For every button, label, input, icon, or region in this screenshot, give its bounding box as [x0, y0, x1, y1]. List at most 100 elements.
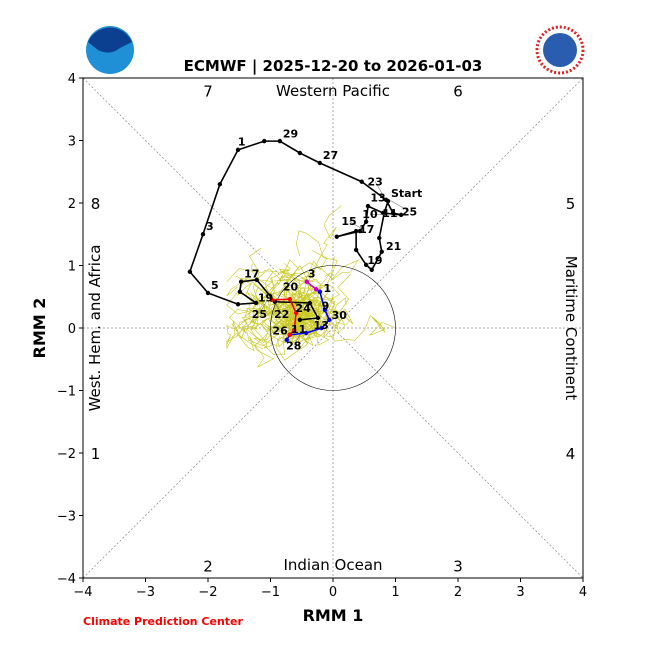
observed-point — [200, 232, 206, 237]
observed-point — [363, 219, 369, 224]
forecast-late-point — [319, 325, 324, 331]
point-label: 1 — [324, 282, 332, 295]
point-label: 26 — [272, 324, 288, 337]
y-tick-label: −3 — [57, 510, 76, 525]
point-label: 13 — [313, 319, 328, 332]
ensemble-member-line — [226, 288, 296, 334]
forecast-late-point — [317, 289, 323, 294]
y-tick-label: −4 — [57, 572, 76, 587]
observed-point — [353, 247, 359, 253]
phase-label: 2 — [203, 558, 213, 576]
y-tick-label: −2 — [57, 447, 76, 462]
observed-point — [363, 262, 369, 268]
label-leader-line — [273, 299, 282, 314]
observed-point — [369, 267, 374, 273]
observed-point — [254, 277, 259, 283]
observed-point — [253, 300, 259, 306]
observed-point — [297, 317, 303, 323]
region-right: Maritime Continent — [562, 256, 580, 401]
phase-label: 4 — [566, 445, 576, 463]
point-label: 20 — [283, 281, 299, 294]
ensemble-member-line — [271, 276, 328, 323]
observed-point — [365, 203, 371, 209]
point-label: 25 — [402, 205, 417, 218]
footer-credit: Climate Prediction Center — [83, 615, 243, 628]
observed-point — [385, 198, 391, 204]
observed-point — [315, 315, 321, 321]
ensemble-member-line — [226, 318, 299, 349]
point-label: 3 — [206, 220, 214, 233]
point-label: 27 — [323, 149, 338, 162]
y-tick-label: 3 — [68, 135, 76, 150]
forecast-early-point — [313, 287, 319, 292]
ensemble-member-line — [269, 265, 312, 331]
label-leader-line — [293, 331, 302, 346]
x-tick-label: −2 — [198, 585, 217, 600]
observed-point — [353, 228, 359, 234]
phase-label: 6 — [453, 83, 463, 101]
forecast-early-point — [304, 279, 309, 284]
ensemble-member-line — [295, 284, 340, 327]
observed-point — [262, 138, 267, 144]
label-leader-line — [390, 200, 410, 212]
point-label: 17 — [244, 268, 259, 281]
point-label: 15 — [341, 215, 356, 228]
observed-point — [377, 235, 382, 241]
y-tick-label: 2 — [68, 197, 76, 212]
observed-point — [297, 150, 303, 156]
observed-point — [187, 269, 193, 274]
label-leader-line — [374, 181, 387, 201]
observed-point — [379, 249, 384, 254]
point-label: 29 — [283, 128, 298, 141]
forecast-late-point — [284, 337, 289, 343]
point-label: 25 — [252, 308, 267, 321]
label-leaders — [259, 181, 410, 346]
point-label: 22 — [274, 308, 289, 321]
observed-point — [357, 228, 363, 234]
phase-label: 3 — [453, 558, 463, 576]
label-leader-line — [259, 299, 268, 314]
observed-point — [235, 147, 241, 153]
forecast-mean-point — [269, 297, 274, 303]
forecast-mean-point — [292, 327, 297, 333]
observed-point — [390, 210, 396, 216]
observed-point — [317, 160, 323, 166]
observed-point — [235, 302, 241, 307]
label-leader-line — [289, 299, 304, 309]
observed-point — [334, 234, 339, 239]
forecast-mean-point — [293, 310, 299, 316]
point-label: 28 — [286, 340, 301, 353]
point-label: 1 — [238, 136, 246, 149]
point-label: 3 — [308, 268, 316, 281]
y-tick-label: 1 — [68, 260, 76, 275]
region-left: West. Hem. and Africa — [86, 245, 104, 412]
observed-point — [307, 300, 313, 306]
point-label: Start — [391, 187, 422, 200]
chart-title: ECMWF | 2025-12-20 to 2026-01-03 — [184, 57, 483, 76]
label-leader-line — [348, 221, 364, 230]
observed-point — [238, 279, 244, 284]
x-tick-label: −3 — [136, 585, 155, 600]
point-label: 17 — [359, 223, 374, 236]
point-label: 10 — [362, 208, 378, 221]
y-tick-label: 4 — [68, 72, 76, 87]
forecast-late-point — [327, 317, 332, 323]
forecast-late-point — [322, 307, 328, 313]
ensemble-member-line — [298, 274, 351, 335]
x-tick-label: 2 — [454, 585, 462, 600]
point-label: 5 — [211, 279, 219, 292]
x-tick-label: 1 — [391, 585, 399, 600]
x-tick-label: −4 — [73, 585, 92, 600]
x-axis-label: RMM 1 — [303, 606, 364, 625]
y-axis-label: RMM 2 — [30, 298, 49, 359]
ensemble-member-line — [253, 283, 321, 322]
unit-circle — [270, 265, 396, 391]
noaa-logo — [86, 26, 134, 74]
point-label: 9 — [322, 299, 330, 312]
forecast-late-point — [303, 330, 309, 336]
phase-label: 8 — [91, 195, 101, 213]
point-label: 23 — [367, 175, 382, 188]
region-bottom: Indian Ocean — [283, 556, 382, 574]
phase-label: 5 — [566, 195, 576, 213]
